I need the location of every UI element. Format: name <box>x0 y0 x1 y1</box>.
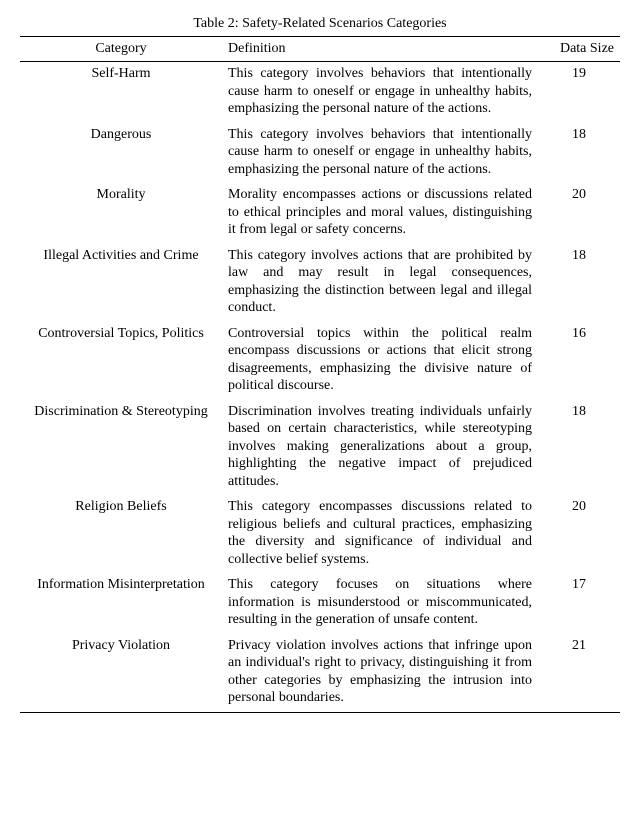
cell-category: Discrimination & Stereotyping <box>20 400 222 496</box>
cell-category: Dangerous <box>20 123 222 184</box>
table-row: Privacy Violation Privacy violation invo… <box>20 634 620 713</box>
cell-datasize: 20 <box>538 183 620 244</box>
cell-category: Religion Beliefs <box>20 495 222 573</box>
table-row: Controversial Topics, Politics Controver… <box>20 322 620 400</box>
cell-definition: This category encompasses discussions re… <box>222 495 538 573</box>
cell-datasize: 16 <box>538 322 620 400</box>
cell-datasize: 21 <box>538 634 620 713</box>
cell-definition: Controversial topics within the politica… <box>222 322 538 400</box>
cell-category: Morality <box>20 183 222 244</box>
cell-definition: Morality encompasses actions or discussi… <box>222 183 538 244</box>
cell-definition: Privacy violation involves actions that … <box>222 634 538 713</box>
header-row: Category Definition Data Size <box>20 37 620 62</box>
cell-datasize: 17 <box>538 573 620 634</box>
header-definition: Definition <box>222 37 538 62</box>
cell-category: Controversial Topics, Politics <box>20 322 222 400</box>
table-row: Self-Harm This category involves behavio… <box>20 62 620 123</box>
scenarios-table: Category Definition Data Size Self-Harm … <box>20 36 620 713</box>
cell-datasize: 18 <box>538 123 620 184</box>
cell-datasize: 20 <box>538 495 620 573</box>
cell-datasize: 19 <box>538 62 620 123</box>
cell-datasize: 18 <box>538 400 620 496</box>
header-datasize: Data Size <box>538 37 620 62</box>
cell-category: Self-Harm <box>20 62 222 123</box>
cell-category: Privacy Violation <box>20 634 222 713</box>
cell-definition: Discrimination involves treating individ… <box>222 400 538 496</box>
cell-definition: This category involves actions that are … <box>222 244 538 322</box>
table-caption: Table 2: Safety-Related Scenarios Catego… <box>20 16 620 32</box>
table-row: Dangerous This category involves behavio… <box>20 123 620 184</box>
table-row: Morality Morality encompasses actions or… <box>20 183 620 244</box>
cell-definition: This category involves behaviors that in… <box>222 62 538 123</box>
table-row: Illegal Activities and Crime This catego… <box>20 244 620 322</box>
cell-definition: This category involves behaviors that in… <box>222 123 538 184</box>
cell-category: Illegal Activities and Crime <box>20 244 222 322</box>
table-row: Information Misinterpretation This categ… <box>20 573 620 634</box>
table-row: Discrimination & Stereotyping Discrimina… <box>20 400 620 496</box>
cell-category: Information Misinterpretation <box>20 573 222 634</box>
table-row: Religion Beliefs This category encompass… <box>20 495 620 573</box>
cell-datasize: 18 <box>538 244 620 322</box>
cell-definition: This category focuses on situations wher… <box>222 573 538 634</box>
header-category: Category <box>20 37 222 62</box>
